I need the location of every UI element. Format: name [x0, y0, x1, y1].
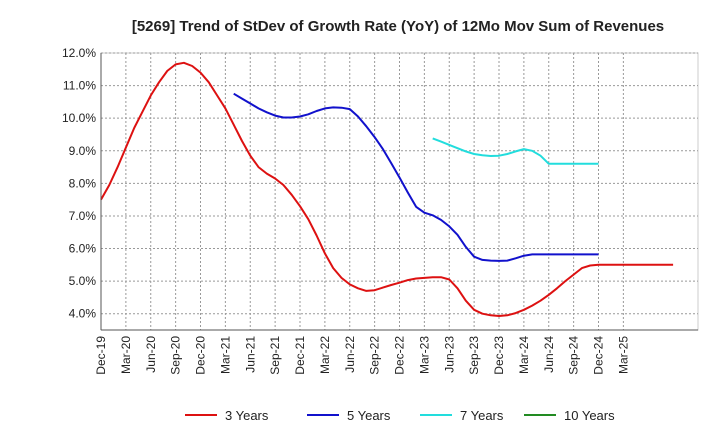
legend-label: 10 Years — [564, 408, 615, 423]
x-tick-label: Sep-20 — [169, 336, 183, 375]
series-line-7-years — [432, 137, 599, 165]
x-tick-label: Mar-23 — [417, 336, 431, 374]
legend: 3 Years 5 Years 7 Years 10 Years — [185, 408, 615, 423]
y-tick-label: 12.0% — [62, 46, 96, 60]
x-tick-label: Jun-21 — [243, 336, 257, 373]
x-tick-label: Dec-21 — [293, 336, 307, 375]
x-tick-label: Dec-24 — [592, 336, 606, 375]
series-line-5-years — [233, 92, 599, 262]
x-tick-label: Dec-19 — [94, 336, 108, 375]
x-tick-label: Sep-23 — [467, 336, 481, 375]
plot-area — [100, 52, 699, 331]
x-tick-label: Dec-22 — [393, 336, 407, 375]
x-tick-label: Mar-20 — [119, 336, 133, 374]
x-tick-label: Sep-21 — [268, 336, 282, 375]
x-tick-label: Dec-23 — [492, 336, 506, 375]
x-tick-label: Jun-23 — [442, 336, 456, 373]
grid — [100, 52, 698, 330]
legend-label: 3 Years — [225, 408, 269, 423]
x-tick-label: Sep-22 — [368, 336, 382, 375]
series-line-3-years — [100, 61, 674, 317]
y-tick-label: 11.0% — [63, 79, 96, 93]
y-tick-label: 10.0% — [62, 111, 96, 125]
x-tick-label: Mar-21 — [218, 336, 232, 374]
y-tick-label: 6.0% — [69, 242, 97, 256]
x-tick-label: Mar-24 — [517, 336, 531, 374]
x-tick-label: Dec-20 — [194, 336, 208, 375]
y-tick-label: 5.0% — [69, 274, 97, 288]
legend-label: 7 Years — [460, 408, 504, 423]
x-tick-label: Mar-25 — [616, 336, 630, 374]
series-group — [100, 61, 674, 317]
y-tick-label: 8.0% — [69, 176, 97, 190]
y-tick-label: 7.0% — [69, 209, 97, 223]
x-tick-label: Jun-20 — [144, 336, 158, 373]
x-tick-label: Jun-22 — [343, 336, 357, 373]
axes: 4.0% 5.0% 6.0% 7.0% 8.0% 9.0% 10.0% 11.0% 12.0% D… — [62, 46, 698, 375]
x-tick-label: Jun-24 — [542, 336, 556, 373]
legend-label: 5 Years — [347, 408, 391, 423]
x-tick-label: Sep-24 — [567, 336, 581, 375]
chart-title: [5269] Trend of StDev of Growth Rate (Yo… — [132, 18, 664, 35]
y-tick-label: 9.0% — [69, 144, 97, 158]
y-tick-label: 4.0% — [69, 307, 97, 321]
x-tick-label: Mar-22 — [318, 336, 332, 374]
